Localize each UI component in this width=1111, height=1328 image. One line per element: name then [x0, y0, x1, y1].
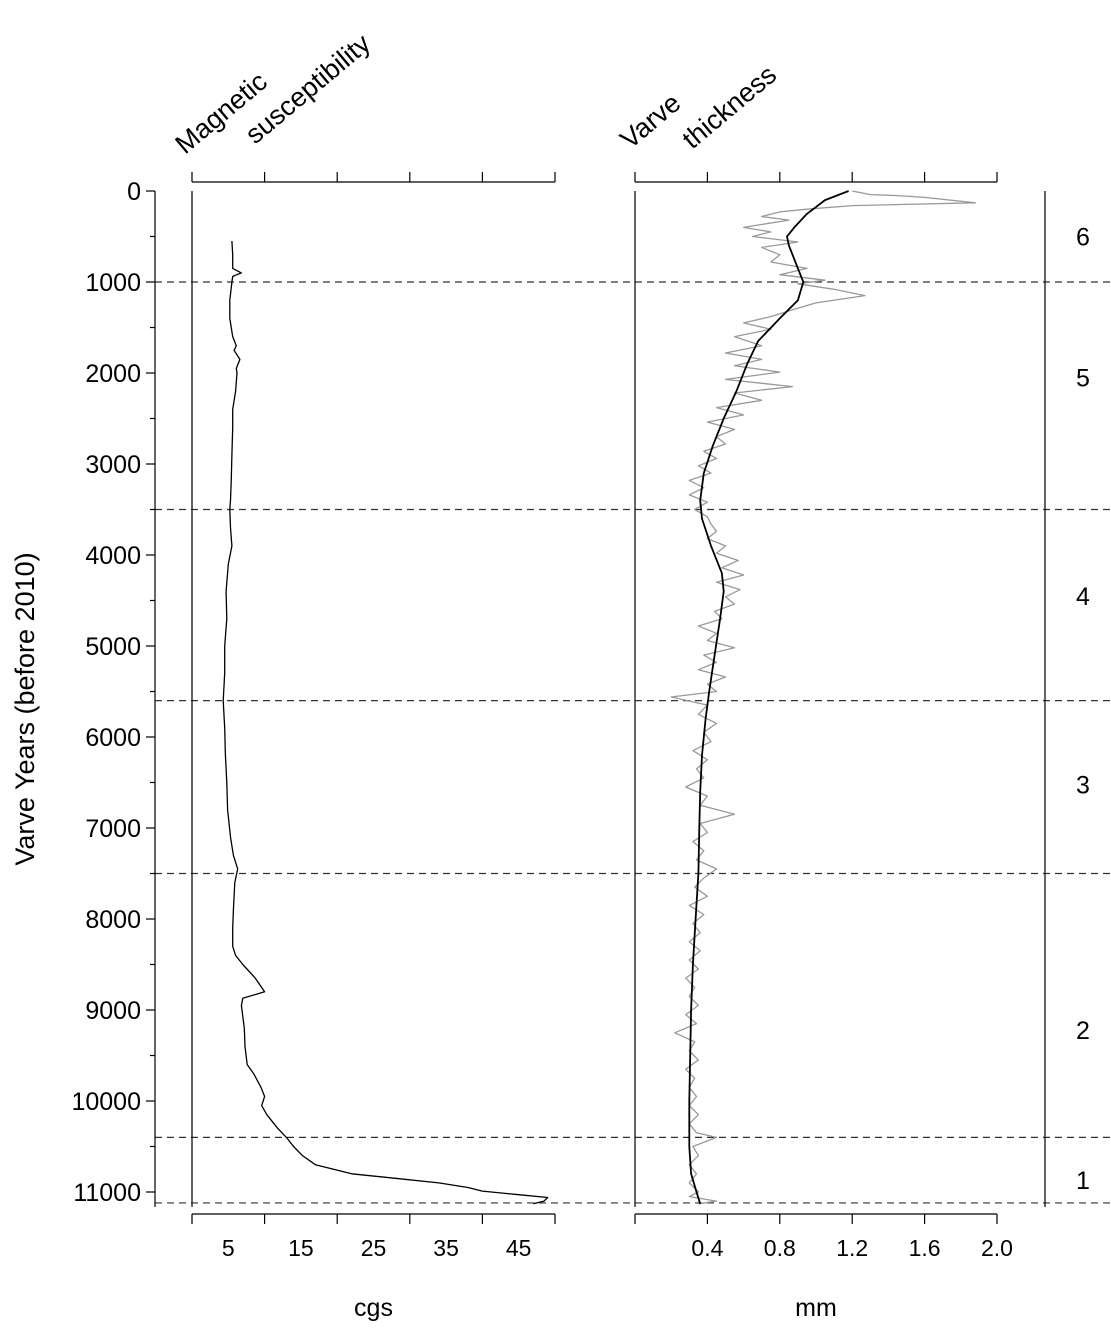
magnetic-raw-series	[222, 241, 549, 1205]
y-tick-label: 1000	[85, 269, 141, 297]
magnetic-unit-label: cgs	[354, 1294, 393, 1322]
y-tick-label: 6000	[85, 724, 141, 752]
varve-smoothed-series	[688, 190, 849, 1205]
y-axis-label: Varve Years (before 2010)	[10, 552, 40, 865]
zone-label: 5	[1076, 365, 1090, 393]
y-tick-label: 10000	[71, 1088, 141, 1116]
y-tick-label: 9000	[85, 997, 141, 1025]
varve-unit-label: mm	[795, 1294, 837, 1322]
y-axis: 0 1000 2000 3000 4000 5000 6000 7000 8000 9000 100…	[71, 178, 1046, 1207]
varve-x-tick-label: 1.2	[836, 1235, 868, 1261]
varve-title-word: thickness	[677, 59, 783, 154]
y-tick-label: 7000	[85, 815, 141, 843]
zone-label: 4	[1076, 583, 1090, 611]
zone-label: 6	[1076, 224, 1090, 252]
zone-boundaries	[155, 281, 1111, 1204]
y-tick-label: 5000	[85, 633, 141, 661]
zone-label: 3	[1076, 771, 1090, 799]
zone-label: 2	[1076, 1017, 1090, 1045]
y-tick-label: 8000	[85, 906, 141, 934]
varve-raw-series	[670, 190, 976, 1205]
magnetic-x-tick-label: 45	[506, 1235, 532, 1261]
y-tick-label: 4000	[85, 542, 141, 570]
y-tick-label: 2000	[85, 360, 141, 388]
y-tick-label: 11000	[73, 1179, 141, 1207]
magnetic-x-tick-label: 25	[361, 1235, 387, 1261]
y-tick-label: 0	[127, 178, 141, 206]
zone-label: 1	[1076, 1167, 1090, 1195]
magnetic-x-tick-label: 5	[222, 1235, 235, 1261]
magnetic-x-tick-label: 15	[288, 1235, 314, 1261]
y-tick-label: 3000	[85, 451, 141, 479]
varve-title-word: Varve	[615, 88, 687, 155]
zone-labels: 6 5 4 3 2 1	[1076, 224, 1090, 1196]
varve-x-tick-label: 2.0	[981, 1235, 1013, 1261]
varve-x-tick-label: 0.8	[764, 1235, 796, 1261]
varve-x-tick-label: 0.4	[691, 1235, 723, 1261]
magnetic-x-tick-label: 35	[433, 1235, 459, 1261]
varve-x-tick-label: 1.6	[909, 1235, 941, 1261]
